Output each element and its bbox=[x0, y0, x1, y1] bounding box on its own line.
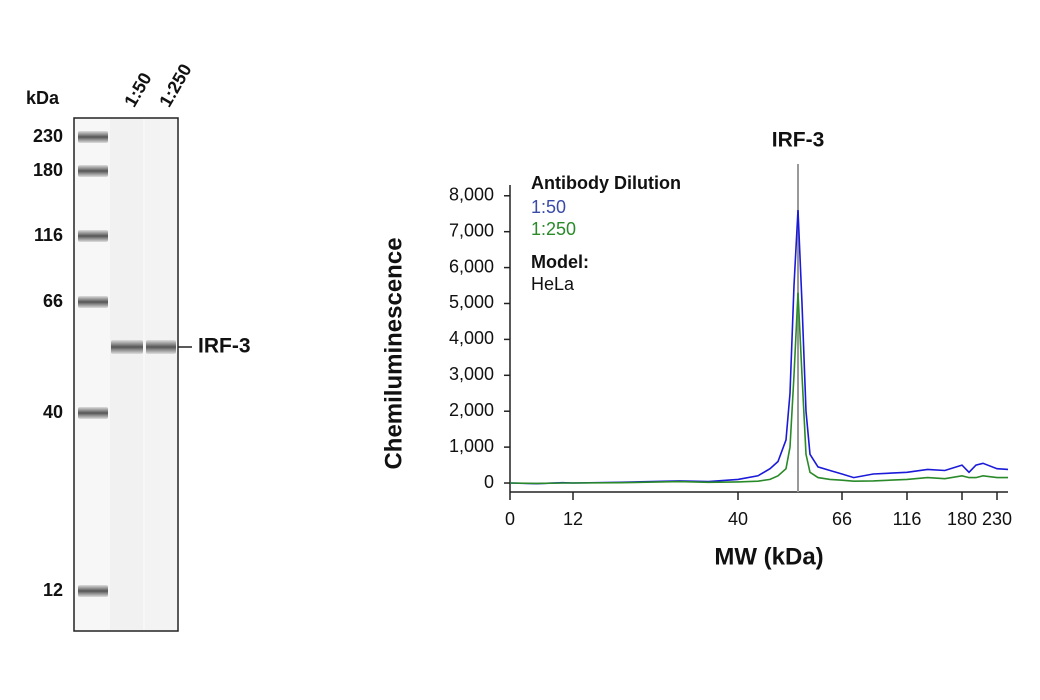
y-tick-label: 3,000 bbox=[449, 364, 494, 384]
legend-title: Antibody Dilution bbox=[531, 173, 681, 193]
y-tick-label: 1,000 bbox=[449, 436, 494, 456]
y-tick-label: 2,000 bbox=[449, 400, 494, 420]
y-tick-label: 8,000 bbox=[449, 185, 494, 205]
x-tick-label: 0 bbox=[505, 509, 515, 529]
protein-band bbox=[146, 340, 176, 354]
lane bbox=[145, 119, 177, 630]
lane-label: 1:250 bbox=[155, 60, 195, 110]
y-tick-label: 0 bbox=[484, 472, 494, 492]
lane-label: 1:50 bbox=[120, 69, 155, 110]
y-axis-label: Chemiluminescence bbox=[380, 237, 407, 469]
legend-entry: 1:250 bbox=[531, 219, 576, 239]
blot: kDa IRF-3 230 180 116 66 40 12 1:50 1:250 bbox=[26, 60, 251, 632]
marker-label: 66 bbox=[43, 291, 63, 311]
y-tick-label: 5,000 bbox=[449, 292, 494, 312]
ladder-band bbox=[78, 230, 108, 242]
chart: 0 1,000 2,000 3,000 4,000 5,000 6,000 7,000 8,00… bbox=[380, 129, 1012, 571]
x-tick-label: 230 bbox=[982, 509, 1012, 529]
kda-label: kDa bbox=[26, 88, 60, 108]
ladder-band bbox=[78, 131, 108, 143]
marker-label: 116 bbox=[34, 225, 63, 245]
protein-band bbox=[111, 340, 143, 354]
ladder-band bbox=[78, 407, 108, 419]
annotation-label: IRF-3 bbox=[772, 129, 825, 152]
x-tick-label: 40 bbox=[728, 509, 748, 529]
legend-entry: 1:50 bbox=[531, 197, 566, 217]
band-label: IRF-3 bbox=[198, 335, 251, 358]
legend-model: HeLa bbox=[531, 274, 575, 294]
marker-label: 230 bbox=[33, 126, 63, 146]
marker-label: 180 bbox=[33, 160, 63, 180]
y-tick-label: 6,000 bbox=[449, 256, 494, 276]
marker-label: 12 bbox=[43, 580, 63, 600]
series-line bbox=[509, 292, 1008, 485]
ladder-band bbox=[78, 585, 108, 597]
x-tick-label: 66 bbox=[832, 509, 852, 529]
marker-label: 40 bbox=[43, 402, 63, 422]
y-tick-label: 4,000 bbox=[449, 328, 494, 348]
x-tick-label: 180 bbox=[947, 509, 977, 529]
x-axis-label: MW (kDa) bbox=[714, 543, 823, 570]
x-tick-label: 12 bbox=[563, 509, 583, 529]
ladder-band bbox=[78, 296, 108, 308]
x-tick-label: 116 bbox=[893, 509, 922, 529]
legend-model-title: Model: bbox=[531, 252, 589, 272]
y-tick-label: 7,000 bbox=[449, 220, 494, 240]
lane bbox=[110, 119, 143, 630]
ladder-band bbox=[78, 165, 108, 177]
